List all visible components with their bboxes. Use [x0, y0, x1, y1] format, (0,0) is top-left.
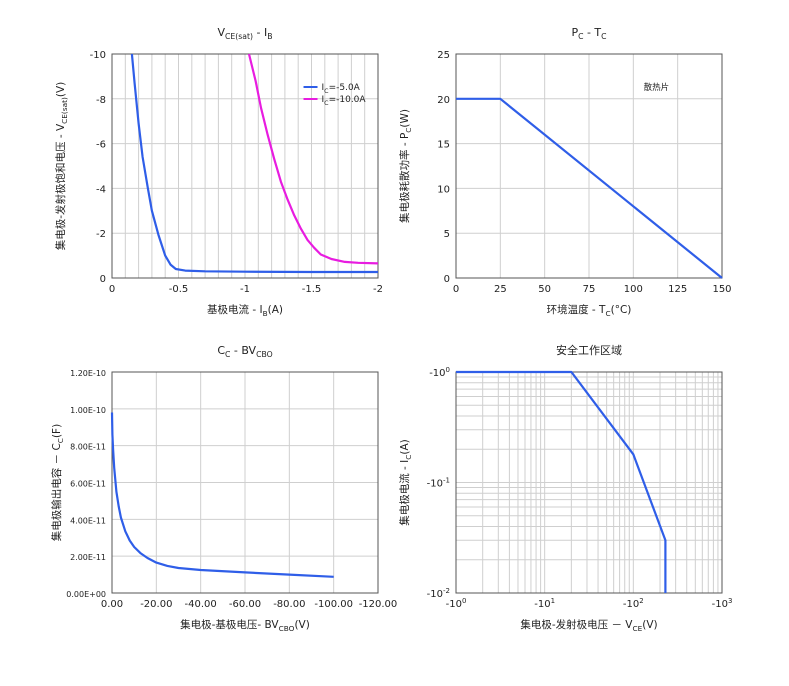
plot-frame: [455, 371, 723, 594]
series-line-2: [247, 53, 379, 265]
series-line-1: [456, 370, 667, 593]
y-tick-label: 20: [437, 95, 450, 106]
legend-label: IC​=-5.0A: [322, 83, 361, 95]
y-tick-label: 6.00E-11: [70, 480, 106, 489]
y-tick-label: -4: [96, 184, 106, 195]
y-tick-label: 4.00E-11: [70, 516, 106, 525]
x-tick-label: 150: [712, 284, 731, 295]
y-tick-label: -100​: [429, 366, 450, 379]
x-tick-label: 25: [494, 284, 507, 295]
plot-frame: [455, 53, 723, 279]
y-tick-label: 15: [437, 140, 450, 151]
x-axis-label: 基极电流 - IB​(A): [207, 303, 283, 318]
y-axis-label: 集电极输出电容 － CC​(F): [50, 424, 65, 541]
chart-1: 0 -0.5 -1 -1.5 -2 0 -2 -4 -6 -8 -10 VCE(sat)​ - IB​…: [54, 26, 383, 318]
x-axis-label: 集电极-发射极电压 － VCE​(V): [520, 618, 657, 633]
y-tick-label: -8: [96, 95, 106, 106]
plot-frame: [111, 371, 379, 594]
y-tick-label: 0.00E+00: [66, 590, 106, 599]
chart-title: VCE(sat)​ - IB​: [218, 26, 273, 41]
x-tick-label: -100​: [446, 597, 467, 610]
series-line-1: [456, 97, 723, 279]
series-line-1: [130, 53, 378, 274]
series-line-1: [110, 412, 334, 578]
y-tick-label: -6: [96, 140, 106, 151]
x-tick-label: -40.00: [185, 599, 217, 610]
y-tick-label: 1.00E-10: [70, 406, 106, 415]
y-tick-label: 8.00E-11: [70, 443, 106, 452]
y-tick-label: 25: [437, 50, 450, 61]
y-axis-label: 集电极耗散功率 - PC​(W): [398, 109, 413, 223]
x-tick-label: -1: [240, 284, 250, 295]
y-tick-label: 10: [437, 184, 450, 195]
y-tick-label: -10: [90, 50, 106, 61]
chart-title: CC​ - BVCBO​: [217, 344, 272, 359]
x-axis-label: 集电极-基极电压- BVCBO​(V): [180, 618, 310, 633]
gridlines: [455, 372, 722, 594]
annotation-heatsink: 散热片: [644, 82, 670, 93]
y-tick-label: -10-2​: [427, 587, 450, 600]
y-tick-label: 5: [444, 229, 450, 240]
x-tick-label: 0: [109, 284, 115, 295]
chart-2: 0 25 50 75 100 125 150 0 5 10 15 20 25 PC​ - TC​ 环境温度 …: [398, 26, 732, 318]
x-tick-label: -2: [373, 284, 383, 295]
legend-label: IC​=-10.0A: [322, 95, 367, 107]
y-tick-label: 0: [444, 274, 450, 285]
y-tick-label: 0: [100, 274, 106, 285]
y-axis-label: 集电极-发射极饱和电压 - VCE(sat)​(V): [54, 82, 69, 251]
x-tick-label: -103​: [712, 597, 733, 610]
x-tick-label: -80.00: [273, 599, 305, 610]
y-tick-label: 2.00E-11: [70, 553, 106, 562]
x-tick-label: 75: [583, 284, 596, 295]
plot-frame: [111, 53, 379, 279]
x-tick-label: -102​: [623, 597, 644, 610]
x-tick-label: 100: [624, 284, 643, 295]
chart-title: 安全工作区域: [556, 343, 622, 357]
chart-title: PC​ - TC​: [571, 26, 606, 41]
x-tick-label: -60.00: [229, 599, 261, 610]
x-tick-label: -100.00: [314, 599, 353, 610]
x-tick-label: 125: [668, 284, 687, 295]
chart-4: -100​ -101​ -102​ -103​ -10-2​ -10-1​ -100​ 安全工…: [398, 343, 732, 633]
y-axis-label: 集电极电流 - IC​(A): [398, 439, 413, 526]
x-tick-label: -1.5: [302, 284, 322, 295]
y-tick-label: 1.20E-10: [70, 369, 106, 378]
x-tick-label: -120.00: [359, 599, 398, 610]
y-tick-label: -10-1​: [427, 477, 450, 490]
x-tick-label: 0.00: [101, 599, 123, 610]
x-tick-label: 50: [538, 284, 551, 295]
x-tick-label: 0: [453, 284, 459, 295]
x-axis-label: 环境温度 - TC​(°C): [547, 303, 632, 318]
y-tick-label: -2: [96, 229, 106, 240]
x-tick-label: -0.5: [169, 284, 189, 295]
chart-3: 0.00 -20.00 -40.00 -60.00 -80.00 -100.00 -120.…: [50, 344, 397, 633]
x-tick-label: -20.00: [140, 599, 172, 610]
x-tick-label: -101​: [534, 597, 555, 610]
